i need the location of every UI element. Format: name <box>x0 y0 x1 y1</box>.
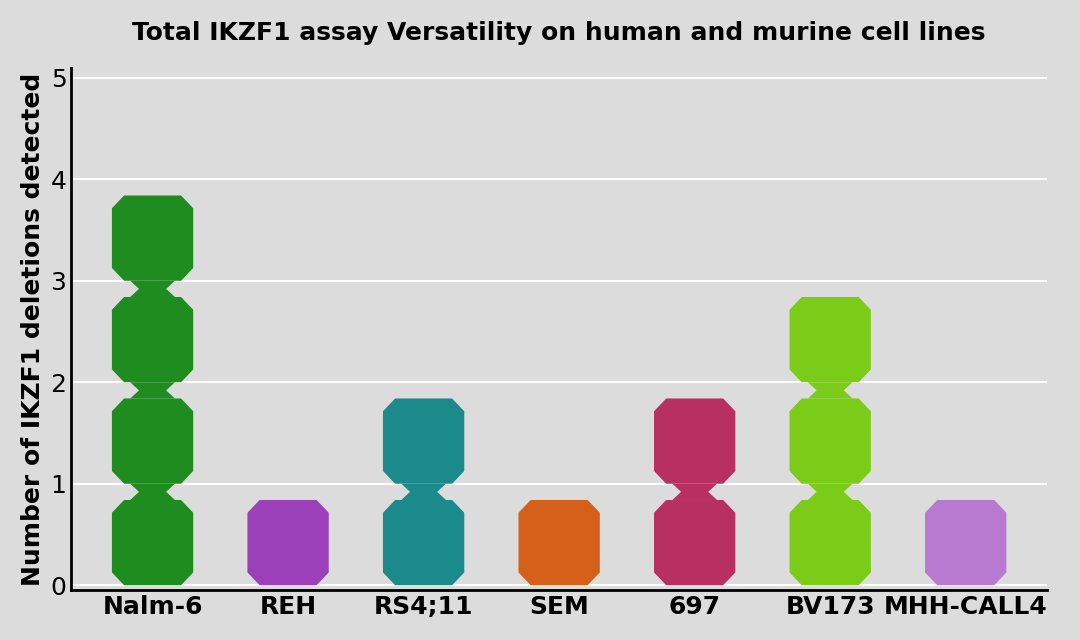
Polygon shape <box>112 297 193 382</box>
Title: Total IKZF1 assay Versatility on human and murine cell lines: Total IKZF1 assay Versatility on human a… <box>133 21 986 45</box>
Polygon shape <box>247 500 328 585</box>
Y-axis label: Number of IKZF1 deletions detected: Number of IKZF1 deletions detected <box>21 72 45 586</box>
Polygon shape <box>112 500 193 585</box>
Polygon shape <box>808 484 852 500</box>
Polygon shape <box>789 399 870 484</box>
Polygon shape <box>789 500 870 585</box>
Polygon shape <box>926 500 1007 585</box>
Polygon shape <box>654 399 735 484</box>
Polygon shape <box>112 399 193 484</box>
Polygon shape <box>131 382 175 399</box>
Polygon shape <box>808 382 852 399</box>
Polygon shape <box>131 484 175 500</box>
Polygon shape <box>383 500 464 585</box>
Polygon shape <box>673 484 717 500</box>
Polygon shape <box>131 281 175 297</box>
Polygon shape <box>383 399 464 484</box>
Polygon shape <box>654 500 735 585</box>
Polygon shape <box>789 297 870 382</box>
Polygon shape <box>112 195 193 281</box>
Polygon shape <box>402 484 446 500</box>
Polygon shape <box>518 500 599 585</box>
